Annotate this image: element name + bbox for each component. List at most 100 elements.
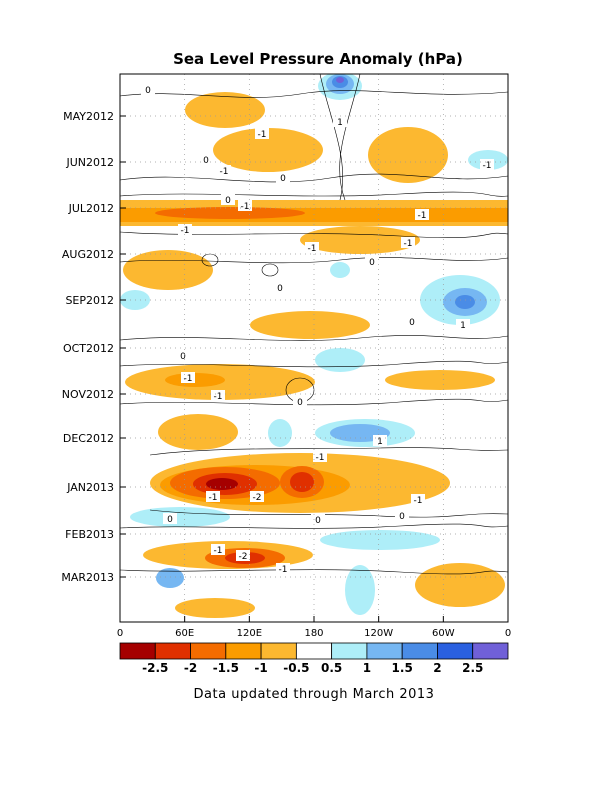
svg-text:-1: -1 <box>414 496 423 506</box>
svg-text:-1: -1 <box>316 453 325 463</box>
contour-label: 0 <box>276 172 290 184</box>
colorbar-swatch <box>437 642 474 660</box>
svg-text:0: 0 <box>409 318 415 328</box>
colorbar-label: -1.5 <box>213 661 239 675</box>
contour-label: -1 <box>181 372 195 384</box>
neg-blob <box>250 311 370 339</box>
x-tick-label: 180 <box>304 628 323 639</box>
contour-label: -1 <box>305 242 319 254</box>
contour-label: -1 <box>238 200 252 212</box>
svg-text:0: 0 <box>203 156 209 166</box>
pos-blob <box>315 348 365 372</box>
svg-text:-1: -1 <box>184 374 193 384</box>
contour-label: -2 <box>236 550 250 562</box>
contour-label: -1 <box>217 165 231 177</box>
colorbar-label: 0.5 <box>321 661 342 675</box>
x-tick-label: 120E <box>237 628 262 639</box>
pos-blob <box>320 530 440 550</box>
y-tick-label: MAR2013 <box>61 571 114 584</box>
contour-label: 0 <box>311 514 325 526</box>
y-tick-label: AUG2012 <box>62 248 114 261</box>
y-tick-label: MAY2012 <box>63 110 114 123</box>
contour-label: 1 <box>456 319 470 331</box>
colorbar-swatch <box>154 642 191 660</box>
neg-blob <box>415 563 505 607</box>
contour-label: 0 <box>141 84 155 96</box>
pos-blob <box>268 419 292 447</box>
contour-label: -1 <box>276 563 290 575</box>
y-tick-label: JAN2013 <box>66 481 114 494</box>
pos-blob <box>330 262 350 278</box>
plot-area: 0 -1 -1 0 0 -1 -1 -1 -1 -1 0 0 0 0 -1 -1 0 1 -1 -1 -2 -1 0 0 -1 -… <box>61 73 511 639</box>
svg-text:-1: -1 <box>279 565 288 575</box>
pos-blob <box>455 295 475 309</box>
neg-blob <box>123 250 213 290</box>
svg-text:-1: -1 <box>483 161 492 171</box>
x-tick-label: 0 <box>117 628 123 639</box>
contour-label: 0 <box>365 256 379 268</box>
svg-text:0: 0 <box>315 516 321 526</box>
contour-label: 1 <box>373 435 387 447</box>
svg-text:-1: -1 <box>214 392 223 402</box>
pos-blob <box>130 507 230 527</box>
svg-text:0: 0 <box>369 258 375 268</box>
chart-title: Sea Level Pressure Anomaly (hPa) <box>173 50 463 68</box>
colorbar-label: -1 <box>254 661 267 675</box>
neg-blob <box>155 207 305 219</box>
contour-label: -1 <box>206 491 220 503</box>
svg-text:-1: -1 <box>214 546 223 556</box>
contour-label: -1 <box>211 390 225 402</box>
svg-text:-2: -2 <box>253 493 262 503</box>
svg-text:-1: -1 <box>258 130 267 140</box>
svg-text:-1: -1 <box>241 202 250 212</box>
x-tick-label: 0 <box>505 628 511 639</box>
colorbar-label: -2.5 <box>142 661 168 675</box>
colorbar-swatch <box>366 642 403 660</box>
colorbar: -2.5 -2 -1.5 -1 -0.5 0.5 1 1.5 2 2.5 <box>119 642 509 675</box>
neg-blob <box>290 472 314 492</box>
y-tick-label: JUL2012 <box>68 202 114 215</box>
contour-label: -1 <box>415 209 429 221</box>
svg-text:1: 1 <box>337 118 343 128</box>
x-tick-label: 60W <box>432 628 455 639</box>
svg-text:0: 0 <box>399 512 405 522</box>
contour-label: 0 <box>176 350 190 362</box>
svg-text:-1: -1 <box>404 239 413 249</box>
colorbar-label: 1.5 <box>392 661 413 675</box>
contour-label: -1 <box>411 494 425 506</box>
svg-text:-1: -1 <box>418 211 427 221</box>
contour-label: 0 <box>405 316 419 328</box>
neg-blob <box>368 127 448 183</box>
y-axis: MAY2012 JUN2012 JUL2012 AUG2012 SEP2012 OCT20… <box>61 110 126 584</box>
y-tick-label: FEB2013 <box>65 528 114 541</box>
svg-text:1: 1 <box>377 437 383 447</box>
neg-blob <box>158 414 238 450</box>
data-note: Data updated through March 2013 <box>194 687 435 702</box>
svg-text:0: 0 <box>280 174 286 184</box>
y-tick-label: SEP2012 <box>65 294 114 307</box>
contour-label: -1 <box>313 451 327 463</box>
colorbar-label: -2 <box>184 661 197 675</box>
colorbar-swatch <box>401 642 438 660</box>
pos-blob <box>345 565 375 615</box>
colorbar-label: -0.5 <box>283 661 309 675</box>
svg-text:-1: -1 <box>181 226 190 236</box>
svg-text:-1: -1 <box>209 493 218 503</box>
contour-label: 0 <box>221 194 235 206</box>
contour-label: -1 <box>255 128 269 140</box>
pos-blob <box>156 568 184 588</box>
svg-text:0: 0 <box>297 398 303 408</box>
svg-text:0: 0 <box>145 86 151 96</box>
contour-label: -2 <box>250 491 264 503</box>
contour-label: 0 <box>199 154 213 166</box>
svg-text:0: 0 <box>225 196 231 206</box>
y-tick-label: JUN2012 <box>65 156 114 169</box>
colorbar-swatch <box>331 642 368 660</box>
colorbar-label: 1 <box>363 661 371 675</box>
y-tick-label: DEC2012 <box>63 432 114 445</box>
x-axis: 0 60E 120E 180 120W 60W 0 <box>117 616 511 639</box>
contour-label: 0 <box>395 510 409 522</box>
contour-label: 0 <box>273 282 287 294</box>
x-tick-label: 120W <box>364 628 393 639</box>
